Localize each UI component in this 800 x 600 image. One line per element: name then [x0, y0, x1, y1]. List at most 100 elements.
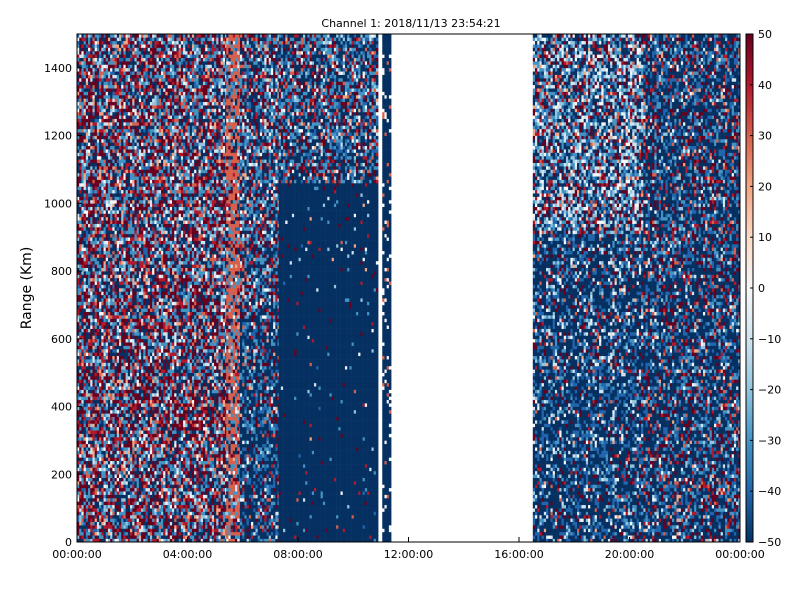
- heatmap-cell: [81, 440, 84, 444]
- heatmap-cell: [115, 190, 118, 194]
- heatmap-cell: [115, 122, 118, 126]
- heatmap-cell: [117, 81, 120, 85]
- heatmap-cell: [126, 390, 129, 394]
- heatmap-cell: [112, 417, 115, 421]
- heatmap-cell: [104, 373, 107, 377]
- heatmap-cell: [117, 48, 120, 52]
- heatmap-cell: [95, 322, 98, 326]
- heatmap-cell: [81, 400, 84, 404]
- heatmap-cell: [101, 505, 104, 509]
- heatmap-cell: [92, 535, 95, 539]
- heatmap-cell: [112, 85, 115, 89]
- heatmap-cell: [88, 119, 91, 123]
- heatmap-cell: [121, 434, 124, 438]
- heatmap-cell: [108, 78, 111, 82]
- heatmap-cell: [117, 407, 120, 411]
- heatmap-cell: [106, 54, 109, 58]
- heatmap-cell: [106, 68, 109, 72]
- heatmap-cell: [128, 376, 131, 380]
- heatmap-cell: [101, 471, 104, 475]
- heatmap-cell: [90, 105, 93, 109]
- heatmap-cell: [130, 71, 133, 75]
- heatmap-cell: [117, 200, 120, 204]
- heatmap-cell: [106, 407, 109, 411]
- heatmap-cell: [81, 281, 84, 285]
- heatmap-cell: [117, 285, 120, 289]
- heatmap-cell: [112, 166, 115, 170]
- heatmap-cell: [128, 484, 131, 488]
- heatmap-cell: [97, 109, 100, 113]
- heatmap-cell: [119, 447, 122, 451]
- heatmap-cell: [123, 373, 126, 377]
- heatmap-cell: [104, 75, 107, 79]
- heatmap-cell: [95, 261, 98, 265]
- heatmap-cell: [90, 75, 93, 79]
- heatmap-cell: [90, 230, 93, 234]
- heatmap-cell: [128, 153, 131, 157]
- heatmap-cell: [97, 383, 100, 387]
- heatmap-cell: [123, 173, 126, 177]
- heatmap-cell: [128, 149, 131, 153]
- heatmap-cell: [88, 156, 91, 160]
- heatmap-cell: [92, 251, 95, 255]
- heatmap-cell: [88, 335, 91, 339]
- heatmap-cell: [84, 288, 87, 292]
- heatmap-cell: [119, 434, 122, 438]
- heatmap-cell: [126, 98, 129, 102]
- heatmap-cell: [108, 227, 111, 231]
- heatmap-cell: [123, 115, 126, 119]
- heatmap-cell: [79, 81, 82, 85]
- heatmap-cell: [115, 457, 118, 461]
- heatmap-cell: [112, 271, 115, 275]
- heatmap-cell: [121, 332, 124, 336]
- heatmap-cell: [112, 339, 115, 343]
- heatmap-cell: [99, 278, 102, 282]
- heatmap-cell: [130, 95, 133, 99]
- heatmap-cell: [108, 98, 111, 102]
- heatmap-cell: [117, 308, 120, 312]
- heatmap-cell: [92, 34, 95, 38]
- heatmap-cell: [88, 136, 91, 140]
- heatmap-cell: [88, 474, 91, 478]
- heatmap-cell: [81, 112, 84, 116]
- heatmap-cell: [84, 109, 87, 113]
- heatmap-cell: [106, 261, 109, 265]
- heatmap-cell: [115, 163, 118, 167]
- heatmap-cell: [130, 291, 133, 295]
- heatmap-cell: [81, 203, 84, 207]
- heatmap-cell: [119, 176, 122, 180]
- heatmap-cell: [90, 54, 93, 58]
- heatmap-cell: [97, 420, 100, 424]
- heatmap-cell: [88, 369, 91, 373]
- heatmap-cell: [79, 420, 82, 424]
- heatmap-cell: [110, 322, 113, 326]
- heatmap-cell: [126, 532, 129, 536]
- heatmap-cell: [108, 159, 111, 163]
- heatmap-cell: [106, 366, 109, 370]
- heatmap-cell: [97, 461, 100, 465]
- heatmap-cell: [117, 180, 120, 184]
- heatmap-cell: [101, 274, 104, 278]
- heatmap-cell: [92, 356, 95, 360]
- heatmap-cell: [117, 203, 120, 207]
- heatmap-cell: [86, 420, 89, 424]
- heatmap-cell: [86, 92, 89, 96]
- heatmap-cell: [121, 318, 124, 322]
- heatmap-cell: [115, 193, 118, 197]
- heatmap-cell: [104, 129, 107, 133]
- heatmap-cell: [81, 457, 84, 461]
- heatmap-cell: [106, 525, 109, 529]
- heatmap-cell: [95, 447, 98, 451]
- heatmap-cell: [115, 166, 118, 170]
- heatmap-cell: [106, 183, 109, 187]
- heatmap-cell: [92, 366, 95, 370]
- heatmap-cell: [97, 44, 100, 48]
- heatmap-cell: [115, 264, 118, 268]
- heatmap-cell: [86, 149, 89, 153]
- heatmap-cell: [110, 180, 113, 184]
- heatmap-cell: [117, 230, 120, 234]
- heatmap-cell: [92, 407, 95, 411]
- heatmap-cell: [110, 207, 113, 211]
- heatmap-cell: [81, 464, 84, 468]
- heatmap-cell: [101, 410, 104, 414]
